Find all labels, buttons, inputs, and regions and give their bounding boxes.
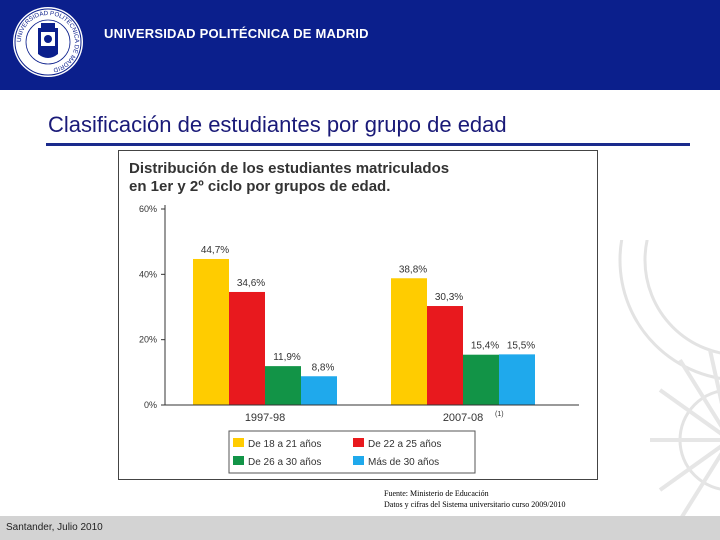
legend-swatch (353, 456, 364, 465)
bar-0-0 (193, 258, 229, 405)
bar-0-1 (229, 291, 265, 405)
legend-label: De 26 a 30 años (248, 457, 321, 468)
bar-value-label: 15,4% (471, 341, 499, 352)
footer-text: Santander, Julio 2010 (6, 522, 103, 533)
legend-label: De 18 a 21 años (248, 439, 321, 450)
y-tick-label: 60% (139, 204, 157, 214)
chart-title-line1: Distribución de los estudiantes matricul… (129, 160, 449, 177)
university-name: UNIVERSIDAD POLITÉCNICA DE MADRID (104, 26, 369, 41)
bar-value-label: 30,3% (435, 292, 463, 303)
footer-bar: Santander, Julio 2010 (0, 516, 720, 540)
bar-value-label: 8,8% (312, 362, 335, 373)
bar-0-2 (265, 366, 301, 405)
slide-title: Clasificación de estudiantes por grupo d… (48, 112, 507, 137)
source-line-1: Fuente: Ministerio de Educación (384, 489, 489, 498)
bar-1-1 (427, 306, 463, 405)
x-category-label: 1997-98 (245, 412, 285, 424)
bar-0-3 (301, 376, 337, 405)
bar-1-3 (499, 354, 535, 405)
university-crest-icon: UNIVERSIDAD POLITÉCNICA DE MADRID (13, 7, 83, 77)
x-category-note: (1) (495, 411, 504, 418)
chart-box: Distribución de los estudiantes matricul… (118, 150, 598, 480)
watermark-seal-icon (618, 240, 720, 522)
source-note: Fuente: Ministerio de Educación Datos y … (384, 488, 566, 510)
header-bar: UNIVERSIDAD POLITÉCNICA DE MADRID UNIVER… (0, 0, 720, 90)
bar-value-label: 38,8% (399, 264, 427, 275)
legend-box (228, 430, 476, 474)
legend-swatch (353, 438, 364, 447)
bar-value-label: 34,6% (237, 278, 265, 289)
bar-1-2 (463, 354, 499, 405)
source-line-2: Datos y cifras del Sistema universitario… (384, 500, 566, 509)
bar-value-label: 44,7% (201, 245, 229, 256)
bar-value-label: 11,9% (273, 352, 301, 363)
bar-value-label: 15,5% (507, 340, 535, 351)
y-tick-label: 40% (139, 269, 157, 279)
legend-label: Más de 30 años (368, 457, 439, 468)
legend-swatch (233, 456, 244, 465)
legend-label: De 22 a 25 años (368, 439, 441, 450)
bar-chart: Distribución de los estudiantes matricul… (129, 160, 579, 474)
y-tick-label: 20% (139, 335, 157, 345)
bar-1-0 (391, 278, 427, 405)
legend-swatch (233, 438, 244, 447)
chart-title-line2: en 1er y 2º ciclo por grupos de edad. (129, 178, 390, 195)
title-rule (46, 143, 690, 146)
x-category-label: 2007-08 (443, 412, 483, 424)
y-tick-label: 0% (144, 400, 157, 410)
